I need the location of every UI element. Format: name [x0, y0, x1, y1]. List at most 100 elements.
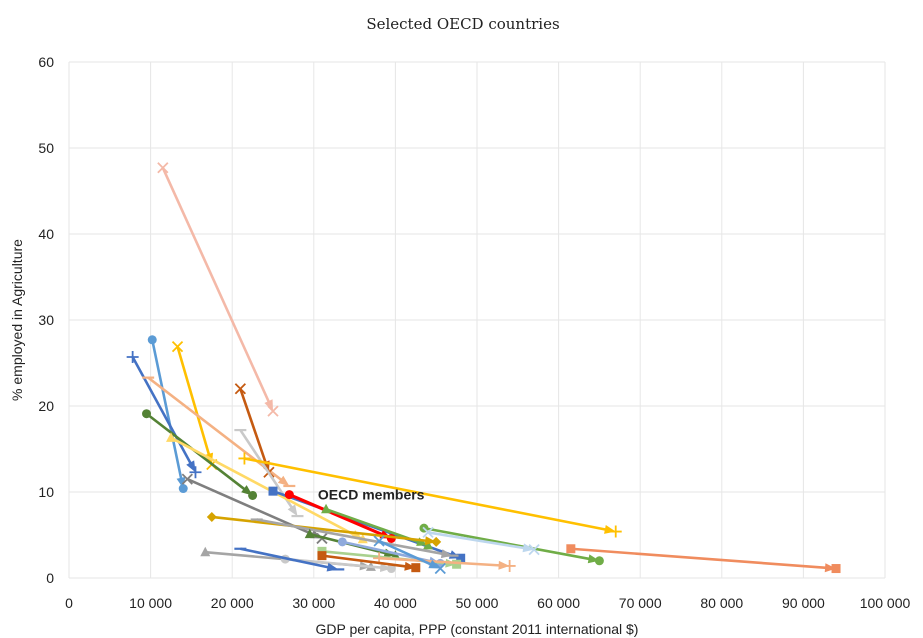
- x-tick-label: 0: [65, 595, 73, 611]
- data-point: [234, 383, 246, 395]
- data-point: [248, 490, 258, 500]
- series-line: [170, 436, 357, 537]
- data-point: [238, 452, 251, 465]
- series: [234, 547, 345, 572]
- y-tick-label: 20: [38, 398, 54, 414]
- data-point: [126, 350, 139, 363]
- series-line: [427, 531, 527, 550]
- data-point: [178, 484, 188, 494]
- arrow-head: [404, 561, 416, 571]
- data-point: [431, 536, 442, 547]
- data-point: [337, 537, 347, 547]
- series-line: [288, 493, 385, 537]
- series-line: [321, 554, 409, 568]
- data-point: [609, 525, 622, 538]
- data-point: [422, 526, 434, 539]
- x-tick-label: 20 000: [211, 595, 254, 611]
- data-point: [142, 409, 152, 419]
- series: [238, 452, 622, 538]
- y-tick-labels: 0 10 20 30 40 50 60: [38, 54, 54, 586]
- series-line: [240, 547, 331, 570]
- series-line: [325, 507, 421, 544]
- x-tick-label: 30 000: [292, 595, 335, 611]
- chart-title: Selected OECD countries: [366, 15, 559, 33]
- series-line: [378, 539, 434, 567]
- x-tick-labels: 0 10 000 20 000 30 000 40 000 50 000 60 000 70 …: [65, 595, 910, 611]
- x-tick-label: 70 000: [619, 595, 662, 611]
- x-tick-label: 10 000: [129, 595, 172, 611]
- series-line: [147, 376, 284, 483]
- series-line: [570, 547, 829, 570]
- data-point: [181, 473, 193, 485]
- series-line: [244, 457, 609, 532]
- series: [157, 162, 279, 417]
- y-tick-label: 50: [38, 140, 54, 156]
- x-tick-label: 100 000: [860, 595, 911, 611]
- data-point: [423, 539, 434, 550]
- data-point: [434, 562, 446, 575]
- series-line: [211, 515, 429, 543]
- x-tick-label: 50 000: [456, 595, 499, 611]
- data-point: [456, 553, 466, 563]
- series: [126, 350, 202, 479]
- arrow-head: [287, 504, 298, 517]
- arrow-head: [604, 525, 616, 534]
- y-tick-label: 0: [46, 570, 54, 586]
- series-line: [239, 388, 268, 466]
- data-point: [200, 546, 211, 557]
- y-tick-label: 10: [38, 484, 54, 500]
- arrow-head: [824, 563, 837, 573]
- series-line: [131, 356, 193, 466]
- data-point: [831, 564, 841, 574]
- series: [206, 511, 442, 547]
- data-point: [189, 466, 202, 479]
- y-tick-label: 60: [38, 54, 54, 70]
- series-line: [150, 339, 183, 481]
- data-point: [594, 556, 604, 566]
- data-point: [206, 511, 217, 522]
- series: [422, 526, 540, 556]
- grid: [68, 61, 886, 579]
- x-axis-label: GDP per capita, PPP (constant 2011 inter…: [316, 621, 639, 637]
- series: [147, 335, 188, 494]
- arrow-head: [379, 563, 392, 573]
- data-point: [386, 564, 396, 574]
- series: [373, 535, 446, 575]
- data-point: [304, 528, 315, 539]
- series-layer: [126, 162, 841, 575]
- x-tick-label: 90 000: [782, 595, 825, 611]
- data-point: [321, 503, 332, 514]
- data-point: [317, 551, 327, 561]
- series: [566, 544, 841, 574]
- series: [250, 518, 459, 559]
- arrow-head: [424, 536, 437, 546]
- data-point: [157, 162, 169, 174]
- series: [317, 551, 421, 573]
- series: [142, 376, 296, 488]
- arrow-head: [522, 543, 535, 553]
- arrow-head: [186, 460, 196, 473]
- series-line: [423, 526, 592, 561]
- series-line: [379, 556, 502, 567]
- data-point: [268, 486, 278, 496]
- series-line: [176, 346, 211, 458]
- y-tick-label: 40: [38, 226, 54, 242]
- arrow-head: [277, 475, 290, 486]
- data-point: [284, 490, 294, 500]
- data-point: [166, 432, 176, 442]
- data-point: [267, 405, 279, 417]
- annotation-oecd-members: OECD members: [318, 487, 425, 503]
- data-point: [171, 341, 184, 353]
- x-tick-label: 40 000: [374, 595, 417, 611]
- data-point: [411, 563, 421, 573]
- x-tick-label: 80 000: [700, 595, 743, 611]
- data-point: [147, 335, 157, 345]
- series: [419, 523, 604, 566]
- data-point: [373, 535, 385, 547]
- data-point: [566, 544, 576, 554]
- data-point: [503, 559, 516, 572]
- data-point: [452, 559, 462, 569]
- x-tick-label: 60 000: [537, 595, 580, 611]
- series-line: [256, 518, 445, 556]
